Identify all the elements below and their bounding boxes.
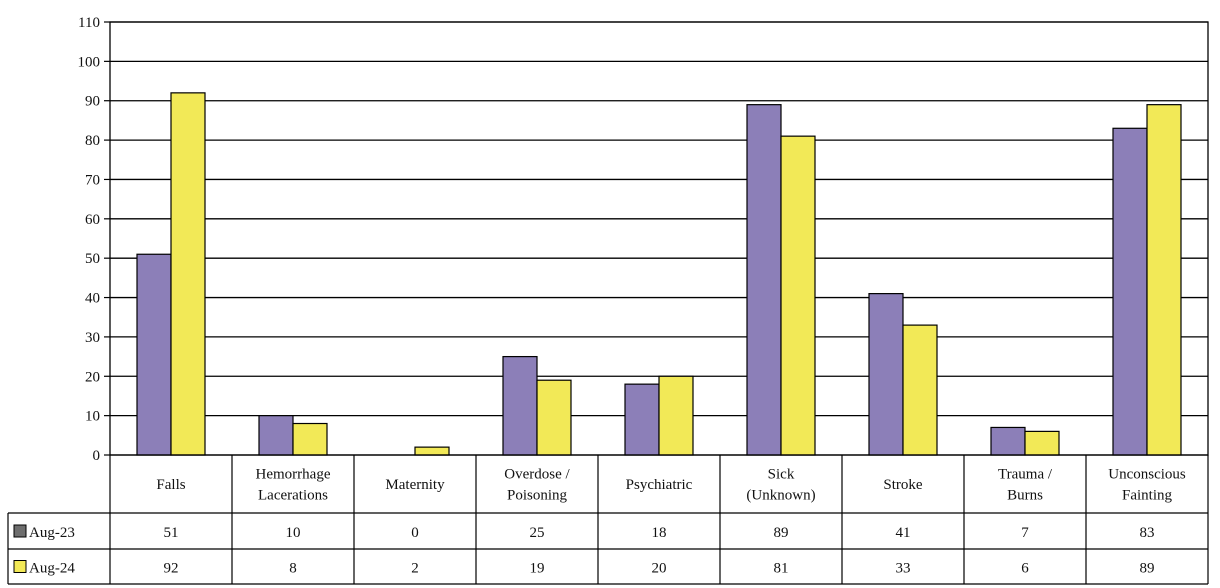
bar-aug-24-7 (1024, 430, 1060, 456)
bar-aug-24-4 (658, 375, 694, 456)
table-cell-value: 7 (1021, 525, 1029, 541)
bars (136, 92, 1182, 456)
plot-frame (109, 21, 1209, 456)
category-label: Lacerations (258, 488, 328, 504)
bar-aug-24-5 (780, 135, 816, 456)
y-tick-label: 50 (85, 251, 100, 267)
bar-aug-24-1 (292, 422, 328, 456)
table-cell-value: 89 (774, 525, 789, 541)
bar-aug-23-1 (258, 415, 294, 456)
axes (109, 21, 1209, 456)
category-label: (Unknown) (746, 488, 815, 504)
category-label: Falls (156, 477, 185, 493)
table-cell-value: 19 (530, 561, 545, 577)
bar-aug-24-2 (414, 446, 450, 456)
bar-aug-24-6 (902, 324, 938, 456)
table-cell-value: 92 (164, 561, 179, 577)
bar-aug-23-0 (136, 253, 172, 456)
table-cell-value: 51 (164, 525, 179, 541)
table-cell-value: 18 (652, 525, 667, 541)
table-cell-value: 89 (1140, 561, 1155, 577)
category-label: Psychiatric (626, 477, 693, 493)
y-tick-label: 40 (85, 291, 100, 307)
table-cell-value: 6 (1021, 561, 1029, 577)
data-table: Falls Hemorrhage Lacerations Maternity Overd… (7, 455, 1209, 585)
table-cell-value: 83 (1140, 525, 1155, 541)
table-cell-value: 25 (530, 525, 545, 541)
y-tick-label: 90 (85, 94, 100, 110)
legend-label: Aug-24 (29, 561, 75, 577)
category-label: Fainting (1122, 488, 1173, 504)
category-label: Overdose / (504, 467, 570, 483)
bar-aug-24-3 (536, 379, 572, 456)
category-label: Sick (768, 467, 795, 483)
bar-aug-23-5 (746, 104, 782, 456)
bar-aug-23-7 (990, 426, 1026, 456)
y-tick-label: 0 (93, 448, 101, 464)
legend-label: Aug-23 (29, 525, 75, 541)
legend-key-aug-24 (13, 560, 27, 573)
category-label: Trauma / (998, 467, 1053, 483)
y-tick-label: 20 (85, 369, 100, 385)
table-cell-value: 8 (289, 561, 297, 577)
legend-key-aug-23 (13, 524, 27, 538)
category-label: Stroke (883, 477, 923, 493)
category-label: Burns (1007, 488, 1043, 504)
y-tick-label: 70 (85, 172, 100, 188)
y-tick-label: 80 (85, 133, 100, 149)
table-cell-value: 20 (652, 561, 667, 577)
category-label: Poisoning (507, 488, 568, 504)
bar-aug-23-6 (868, 293, 904, 456)
y-tick-label: 30 (85, 330, 100, 346)
bar-aug-24-8 (1146, 104, 1182, 456)
bar-aug-23-3 (502, 355, 538, 456)
table-cell-value: 2 (411, 561, 419, 577)
category-label: Unconscious (1108, 467, 1186, 483)
bar-aug-23-8 (1112, 127, 1148, 456)
table-cell-value: 0 (411, 525, 419, 541)
category-label: Hemorrhage (256, 467, 331, 483)
table-cell-value: 10 (286, 525, 301, 541)
y-axis-ticks: 0 10 20 30 40 50 60 70 80 90 100 110 (78, 15, 110, 464)
table-cell-value: 81 (774, 561, 789, 577)
y-tick-label: 10 (85, 409, 100, 425)
y-tick-label: 60 (85, 212, 100, 228)
category-label: Maternity (385, 477, 445, 493)
y-tick-label: 110 (78, 15, 100, 31)
y-tick-label: 100 (78, 54, 101, 70)
table-cell-value: 33 (896, 561, 911, 577)
bar-aug-24-0 (170, 92, 206, 456)
bar-aug-23-4 (624, 383, 660, 456)
table-cell-value: 41 (896, 525, 911, 541)
